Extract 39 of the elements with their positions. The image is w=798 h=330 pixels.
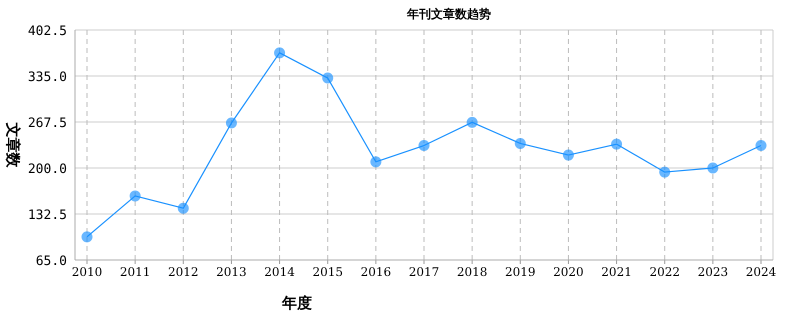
point [418,140,430,152]
x-tick-label: 2016 [360,265,392,279]
chart-title: 年刊文章数趋势 [406,7,491,21]
y-tick-label: 267.5 [28,116,67,131]
y-axis-title: 文章数 [4,122,22,168]
y-tick-label: 200.0 [28,162,67,177]
point [370,156,382,168]
x-tick-label: 2023 [698,265,728,279]
x-tick-label: 2014 [264,265,296,279]
x-tick-label: 2018 [456,265,488,279]
point [130,190,141,202]
x-tick-label: 2010 [72,265,102,279]
x-tick-label: 2022 [649,265,680,279]
y-tick-label: 65.0 [36,254,67,269]
point [274,47,286,58]
x-tick-label: 2011 [120,265,150,279]
point [322,72,334,84]
x-tick-label: 2020 [553,265,584,279]
x-tick-label: 2021 [601,265,632,279]
point [82,231,92,242]
point [756,140,766,152]
y-tick-label: 402.5 [28,24,67,39]
point [466,116,478,128]
point [514,138,526,149]
x-tick-label: 2017 [408,265,440,279]
point [707,162,718,174]
point [659,166,670,178]
x-tick-label: 2013 [216,265,247,279]
point [611,138,622,150]
y-tick-label: 335.0 [28,70,67,85]
x-tick-label: 2019 [505,265,536,279]
point [178,202,189,214]
y-tick-label: 132.5 [28,208,67,223]
x-tick-label: 2015 [312,265,343,279]
point [562,150,574,161]
point [226,118,237,129]
x-tick-label: 2012 [168,265,199,279]
x-axis-title: 年度 [281,294,312,312]
x-tick-label: 2024 [746,265,777,279]
